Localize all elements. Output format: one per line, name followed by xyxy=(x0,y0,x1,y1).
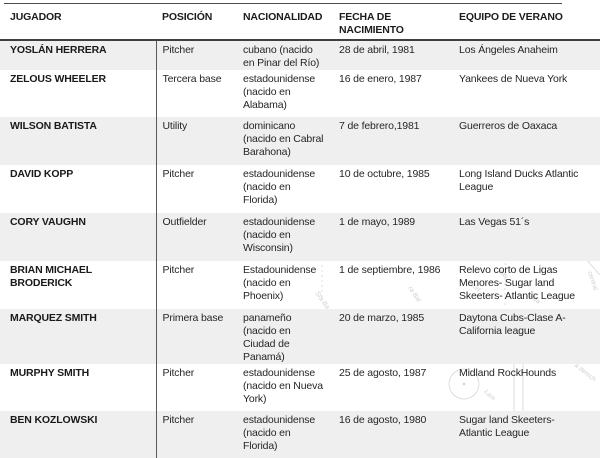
cell-posicion: Pitcher xyxy=(155,364,237,411)
table-row: DAVID KOPP Pitcher estadounidense (nacid… xyxy=(0,165,600,213)
cell-nacionalidad: estadounidense (nacido en Florida) xyxy=(243,168,316,206)
cell-jugador: BEN KOZLOWSKI xyxy=(0,411,156,458)
cell-posicion: Pitcher xyxy=(155,40,237,70)
cell-jugador: DAVID KOPP xyxy=(10,168,74,180)
cell-nacionalidad: panameño (nacido en Ciudad de Panamá) xyxy=(237,309,333,364)
cell-equipo-de-verano: Las Vegas 51´s xyxy=(453,213,600,261)
watermark-mound-dot xyxy=(462,382,466,386)
cell-fecha-de-nacimiento: 7 de febrero,1981 xyxy=(333,117,453,165)
table-row: MARQUEZ SMITH Primera base panameño (nac… xyxy=(0,309,600,364)
cell-equipo-de-verano: Relevo corto de Ligas Menores- Sugar lan… xyxy=(459,264,575,302)
column-header-posicion: POSICIÓN xyxy=(156,5,237,41)
cell-equipo-de-verano: Guerreros de Oaxaca xyxy=(453,117,600,165)
cell-equipo-de-verano: Yankees de Nueva York xyxy=(459,73,568,85)
cell-jugador: ZELOUS WHEELER xyxy=(10,73,106,85)
cell-nacionalidad: estadounidense (nacido en Alabama) xyxy=(243,73,316,111)
table-row: CORY VAUGHN Outfielder estadounidense (n… xyxy=(0,213,600,261)
cell-fecha-de-nacimiento: 1 de septiembre, 1986 xyxy=(339,264,441,276)
cell-fecha-de-nacimiento: 16 de agosto, 1980 xyxy=(333,411,453,458)
column-header-equipo-de-verano: EQUIPO DE VERANO xyxy=(453,5,600,41)
cell-fecha-de-nacimiento: 28 de abril, 1981 xyxy=(333,40,453,70)
cell-nacionalidad: dominicano (nacido en Cabral Barahona) xyxy=(237,117,333,165)
table-row: BEN KOZLOWSKI Pitcher estadounidense (na… xyxy=(0,411,600,458)
cell-jugador: CORY VAUGHN xyxy=(0,213,156,261)
table-top-rule xyxy=(4,3,562,4)
header-row: JUGADOR POSICIÓN NACIONALIDAD FECHA DE N… xyxy=(0,5,600,41)
cell-fecha-de-nacimiento: 1 de mayo, 1989 xyxy=(333,213,453,261)
cell-fecha-de-nacimiento: 16 de enero, 1987 xyxy=(339,73,422,85)
cell-equipo-de-verano: Los Ángeles Anaheim xyxy=(453,40,600,70)
cell-jugador: WILSON BATISTA xyxy=(0,117,156,165)
table-row: MURPHY SMITH Pitcher estadounidense (nac… xyxy=(0,364,600,411)
column-header-nacionalidad: NACIONALIDAD xyxy=(237,5,333,41)
cell-fecha-de-nacimiento: 20 de marzo, 1985 xyxy=(333,309,453,364)
table-row: WILSON BATISTA Utility dominicano (nacid… xyxy=(0,117,600,165)
players-table: JUGADOR POSICIÓN NACIONALIDAD FECHA DE N… xyxy=(0,5,600,458)
cell-fecha-de-nacimiento: 25 de agosto, 1987 xyxy=(339,367,427,379)
cell-posicion: Pitcher xyxy=(155,261,237,309)
cell-nacionalidad: estadounidense (nacido en Wisconsin) xyxy=(237,213,333,261)
cell-posicion: Utility xyxy=(155,117,237,165)
table-row: YOSLÁN HERRERA Pitcher cubano (nacido en… xyxy=(0,40,600,70)
cell-posicion: Outfielder xyxy=(155,213,237,261)
cell-posicion: Primera base xyxy=(155,309,237,364)
cell-jugador: MURPHY SMITH xyxy=(10,367,90,379)
cell-fecha-de-nacimiento: 10 de octubre, 1985 xyxy=(339,168,430,180)
cell-nacionalidad: Estadounidense (nacido en Phoenix) xyxy=(243,264,317,302)
cell-posicion: Pitcher xyxy=(155,165,237,213)
column-header-jugador: JUGADOR xyxy=(0,5,156,41)
cell-equipo-de-verano: Long Island Ducks Atlantic League xyxy=(459,168,579,193)
cell-jugador: BRIAN MICHAEL BRODERICK xyxy=(10,264,93,289)
column-header-fecha-de-nacimiento: FECHA DE NACIMIENTO xyxy=(333,5,453,41)
cell-jugador: YOSLÁN HERRERA xyxy=(0,40,156,70)
cell-equipo-de-verano: Daytona Cubs-Clase A- California league xyxy=(453,309,600,364)
cell-nacionalidad: estadounidense (nacido en Florida) xyxy=(237,411,333,458)
cell-equipo-de-verano: Sugar land Skeeters- Atlantic League xyxy=(453,411,600,458)
watermark-pitcher-mound-circle xyxy=(448,368,480,400)
table-row: ZELOUS WHEELER Tercera base estadouniden… xyxy=(0,70,600,117)
cell-equipo-de-verano: Midland RockHounds xyxy=(459,367,557,379)
cell-posicion: Pitcher xyxy=(155,411,237,458)
cell-nacionalidad: estadounidense (nacido en Nueva York) xyxy=(243,367,323,405)
cell-jugador: MARQUEZ SMITH xyxy=(0,309,156,364)
table-row: BRIAN MICHAEL BRODERICK Pitcher Estadoun… xyxy=(0,261,600,309)
cell-posicion: Tercera base xyxy=(155,70,237,117)
cell-nacionalidad: cubano (nacido en Pinar del Río) xyxy=(237,40,333,70)
